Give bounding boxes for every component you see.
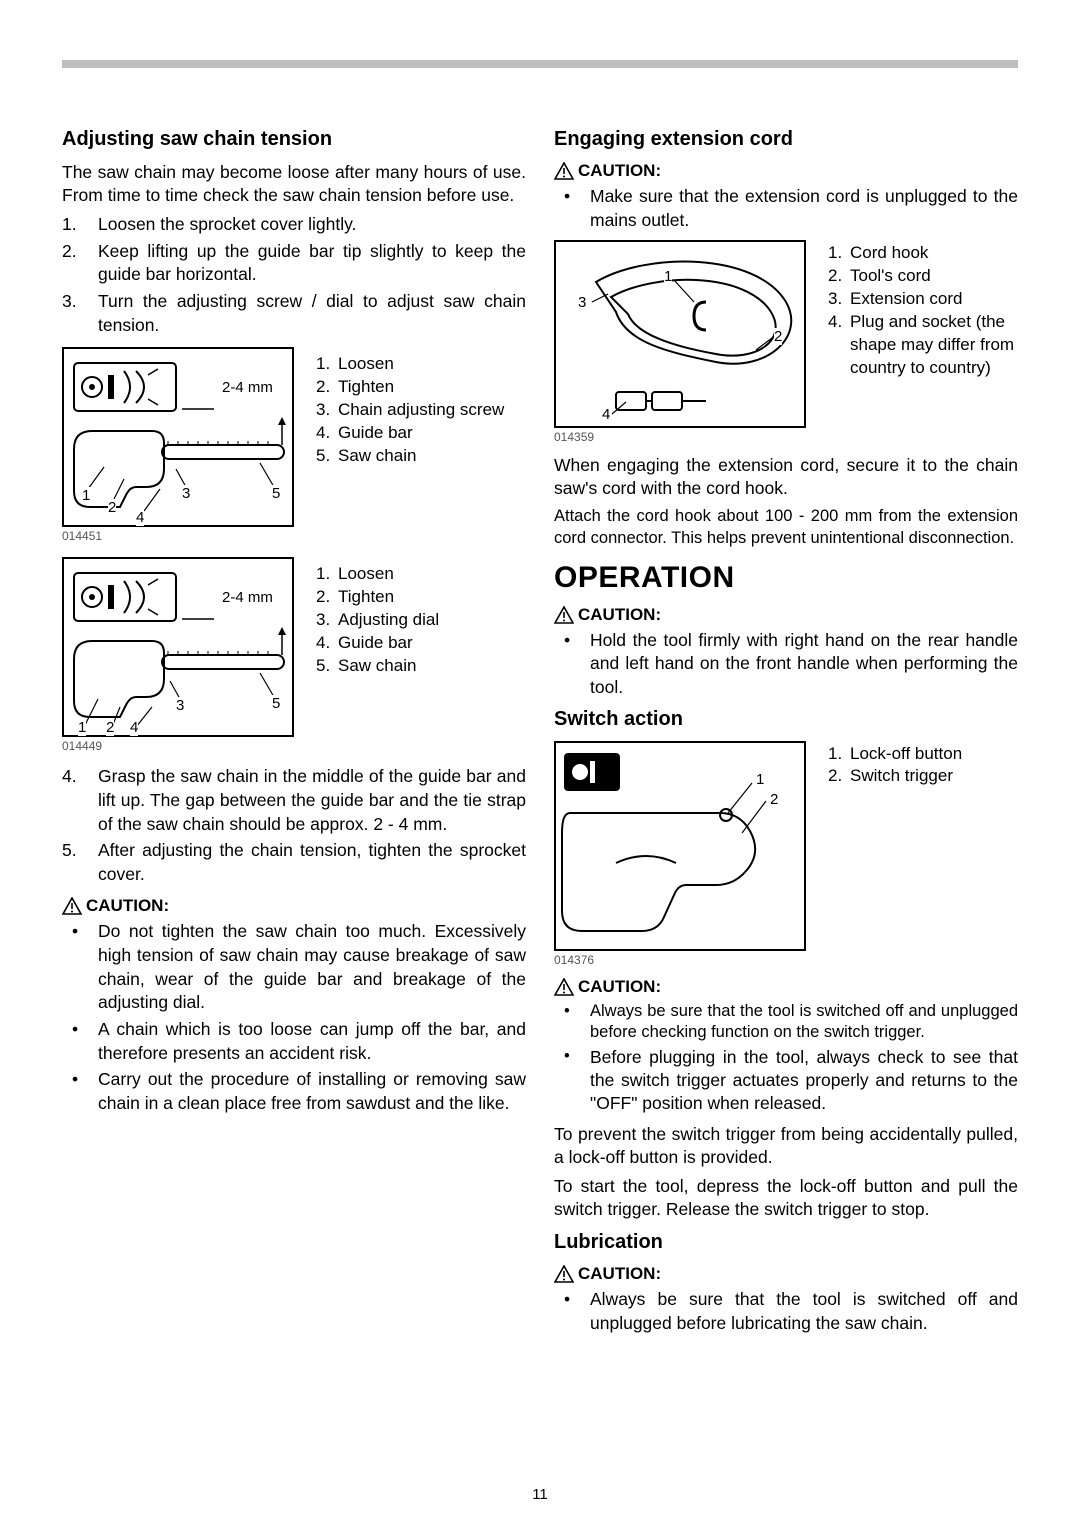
caution-label: CAUTION: — [578, 161, 661, 181]
caution-label: CAUTION: — [86, 896, 169, 916]
figure-014451: 2-4 mm 1 2 3 4 5 — [62, 347, 294, 527]
list-item: 3.Turn the adjusting screw / dial to adj… — [62, 290, 526, 337]
figure-014376-row: 1 2 014376 1.Lock-off button 2.Switch tr… — [554, 741, 1018, 975]
list-item: •Always be sure that the tool is switche… — [554, 1001, 1018, 1044]
figure-inset-label: 2-4 mm — [222, 589, 273, 606]
figure-caption: 014376 — [554, 953, 806, 967]
figure-caption: 014449 — [62, 739, 294, 753]
figure-014359: 1 2 3 4 — [554, 240, 806, 428]
list-item: •Hold the tool firmly with right hand on… — [554, 629, 1018, 700]
caution-heading: CAUTION: — [62, 896, 526, 916]
page-number: 11 — [0, 1486, 1080, 1503]
lubrication-caution-list: •Always be sure that the tool is switche… — [554, 1288, 1018, 1335]
caution-heading: CAUTION: — [554, 161, 1018, 181]
switch-caution-list: •Always be sure that the tool is switche… — [554, 1001, 1018, 1115]
figure-014449-legend: 1.Loosen 2.Tighten 3.Adjusting dial 4.Gu… — [316, 557, 439, 761]
right-column: Engaging extension cord CAUTION: •Make s… — [554, 128, 1018, 1343]
list-item: •Do not tighten the saw chain too much. … — [62, 920, 526, 1015]
list-item: 5.After adjusting the chain tension, tig… — [62, 839, 526, 886]
caution-label: CAUTION: — [578, 1264, 661, 1284]
list-item: •A chain which is too loose can jump off… — [62, 1018, 526, 1065]
caution-heading: CAUTION: — [554, 977, 1018, 997]
warning-icon — [554, 162, 574, 180]
figure-inset-label: 2-4 mm — [222, 379, 273, 396]
list-item: 2.Keep lifting up the guide bar tip slig… — [62, 240, 526, 287]
adjust-steps-a: 1.Loosen the sprocket cover lightly. 2.K… — [62, 213, 526, 337]
figure-014451-row: 2-4 mm 1 2 3 4 5 014451 1.Loosen 2.Tight… — [62, 347, 526, 551]
left-column: Adjusting saw chain tension The saw chai… — [62, 128, 526, 1343]
figure-caption: 014359 — [554, 430, 806, 444]
heading-extension-cord: Engaging extension cord — [554, 128, 1018, 151]
warning-icon — [554, 1265, 574, 1283]
warning-icon — [554, 606, 574, 624]
list-item: •Before plugging in the tool, always che… — [554, 1046, 1018, 1114]
caution-heading: CAUTION: — [554, 1264, 1018, 1284]
cord-caution-list: •Make sure that the extension cord is un… — [554, 185, 1018, 232]
caution-heading: CAUTION: — [554, 605, 1018, 625]
figure-014449: 2-4 mm 1 2 4 3 5 — [62, 557, 294, 737]
figure-014359-row: 1 2 3 4 014359 1.Cord hook 2.Tool's cord… — [554, 240, 1018, 452]
operation-caution-list: •Hold the tool firmly with right hand on… — [554, 629, 1018, 700]
cord-paragraph-1: When engaging the extension cord, secure… — [554, 454, 1018, 500]
two-column-layout: Adjusting saw chain tension The saw chai… — [62, 0, 1018, 1343]
figure-014376-legend: 1.Lock-off button 2.Switch trigger — [828, 741, 962, 975]
caution-label: CAUTION: — [578, 977, 661, 997]
cord-paragraph-2: Attach the cord hook about 100 - 200 mm … — [554, 506, 1018, 548]
list-item: 1.Loosen the sprocket cover lightly. — [62, 213, 526, 237]
warning-icon — [62, 897, 82, 915]
list-item: 4.Grasp the saw chain in the middle of t… — [62, 765, 526, 836]
figure-014359-legend: 1.Cord hook 2.Tool's cord 3.Extension co… — [828, 240, 1018, 452]
switch-paragraph-2: To start the tool, depress the lock-off … — [554, 1175, 1018, 1221]
heading-adjust-tension: Adjusting saw chain tension — [62, 128, 526, 151]
heading-lubrication: Lubrication — [554, 1231, 1018, 1254]
switch-paragraph-1: To prevent the switch trigger from being… — [554, 1123, 1018, 1169]
list-item: •Always be sure that the tool is switche… — [554, 1288, 1018, 1335]
warning-icon — [554, 978, 574, 996]
list-item: •Carry out the procedure of installing o… — [62, 1068, 526, 1115]
figure-014451-legend: 1.Loosen 2.Tighten 3.Chain adjusting scr… — [316, 347, 504, 551]
adjust-steps-b: 4.Grasp the saw chain in the middle of t… — [62, 765, 526, 886]
heading-operation: OPERATION — [554, 561, 1018, 595]
left-caution-list: •Do not tighten the saw chain too much. … — [62, 920, 526, 1115]
list-item: •Make sure that the extension cord is un… — [554, 185, 1018, 232]
header-divider — [62, 60, 1018, 68]
figure-014449-row: 2-4 mm 1 2 4 3 5 014449 1.Loosen 2.Tight… — [62, 557, 526, 761]
figure-014376: 1 2 — [554, 741, 806, 951]
adjust-intro: The saw chain may become loose after man… — [62, 161, 526, 207]
heading-switch-action: Switch action — [554, 708, 1018, 731]
caution-label: CAUTION: — [578, 605, 661, 625]
figure-caption: 014451 — [62, 529, 294, 543]
